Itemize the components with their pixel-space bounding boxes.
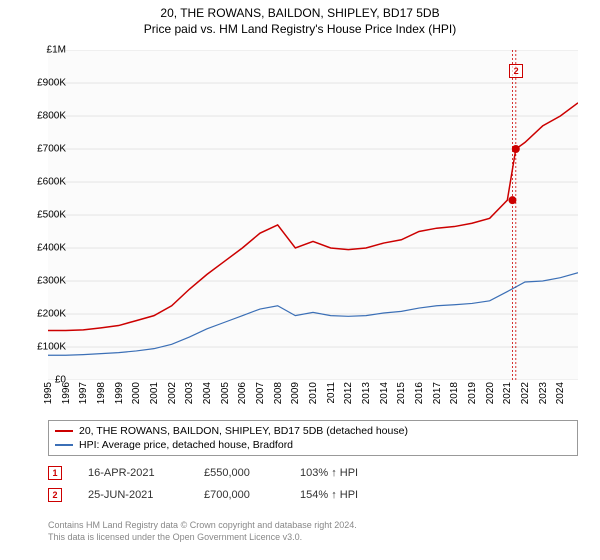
x-tick-label: 2022 bbox=[520, 382, 531, 404]
chart-title-block: 20, THE ROWANS, BAILDON, SHIPLEY, BD17 5… bbox=[0, 0, 600, 36]
sale-marker-dot bbox=[512, 145, 520, 153]
x-tick-label: 2021 bbox=[502, 382, 513, 404]
x-tick-label: 2024 bbox=[555, 382, 566, 404]
x-tick-label: 2001 bbox=[149, 382, 160, 404]
legend-label: HPI: Average price, detached house, Brad… bbox=[79, 439, 293, 451]
y-tick-label: £300K bbox=[37, 276, 66, 287]
sale-date: 16-APR-2021 bbox=[88, 467, 178, 479]
price-chart bbox=[48, 50, 578, 380]
footer-attribution: Contains HM Land Registry data © Crown c… bbox=[48, 520, 357, 543]
x-tick-label: 2014 bbox=[379, 382, 390, 404]
sale-marker-box: 2 bbox=[48, 488, 62, 502]
legend-item: 20, THE ROWANS, BAILDON, SHIPLEY, BD17 5… bbox=[55, 424, 571, 438]
x-tick-label: 1996 bbox=[61, 382, 72, 404]
x-tick-label: 2012 bbox=[343, 382, 354, 404]
y-tick-label: £1M bbox=[47, 45, 66, 56]
x-tick-label: 1999 bbox=[114, 382, 125, 404]
y-tick-label: £200K bbox=[37, 309, 66, 320]
y-tick-label: £900K bbox=[37, 78, 66, 89]
sale-price: £700,000 bbox=[204, 489, 274, 501]
x-tick-label: 2011 bbox=[326, 382, 337, 404]
x-tick-label: 2007 bbox=[255, 382, 266, 404]
x-tick-label: 2004 bbox=[202, 382, 213, 404]
legend-item: HPI: Average price, detached house, Brad… bbox=[55, 438, 571, 452]
footer-line1: Contains HM Land Registry data © Crown c… bbox=[48, 520, 357, 532]
x-tick-label: 2023 bbox=[538, 382, 549, 404]
footer-line2: This data is licensed under the Open Gov… bbox=[48, 532, 357, 544]
sale-marker-dot bbox=[508, 196, 516, 204]
sale-price: £550,000 bbox=[204, 467, 274, 479]
x-tick-label: 2006 bbox=[237, 382, 248, 404]
x-tick-label: 2003 bbox=[184, 382, 195, 404]
x-tick-label: 1997 bbox=[78, 382, 89, 404]
x-tick-label: 1995 bbox=[43, 382, 54, 404]
x-tick-label: 2008 bbox=[273, 382, 284, 404]
x-tick-label: 2015 bbox=[396, 382, 407, 404]
title-address: 20, THE ROWANS, BAILDON, SHIPLEY, BD17 5… bbox=[0, 6, 600, 20]
x-tick-label: 2010 bbox=[308, 382, 319, 404]
sale-row: 2 25-JUN-2021 £700,000 154% ↑ HPI bbox=[48, 484, 380, 506]
x-tick-label: 1998 bbox=[96, 382, 107, 404]
y-tick-label: £400K bbox=[37, 243, 66, 254]
sale-pct: 154% ↑ HPI bbox=[300, 489, 380, 501]
sale-marker-box: 1 bbox=[48, 466, 62, 480]
callout-2: 2 bbox=[509, 64, 523, 78]
title-subtitle: Price paid vs. HM Land Registry's House … bbox=[0, 22, 600, 36]
y-tick-label: £700K bbox=[37, 144, 66, 155]
sales-table: 1 16-APR-2021 £550,000 103% ↑ HPI 2 25-JUN-20… bbox=[48, 462, 380, 506]
sale-date: 25-JUN-2021 bbox=[88, 489, 178, 501]
x-tick-label: 2018 bbox=[449, 382, 460, 404]
x-tick-label: 2017 bbox=[432, 382, 443, 404]
sale-row: 1 16-APR-2021 £550,000 103% ↑ HPI bbox=[48, 462, 380, 484]
x-tick-label: 2013 bbox=[361, 382, 372, 404]
legend-swatch bbox=[55, 444, 73, 446]
legend-swatch bbox=[55, 430, 73, 432]
x-tick-label: 2016 bbox=[414, 382, 425, 404]
y-tick-label: £800K bbox=[37, 111, 66, 122]
x-tick-label: 2009 bbox=[290, 382, 301, 404]
x-tick-label: 2020 bbox=[485, 382, 496, 404]
x-tick-label: 2002 bbox=[167, 382, 178, 404]
legend: 20, THE ROWANS, BAILDON, SHIPLEY, BD17 5… bbox=[48, 420, 578, 456]
y-tick-label: £100K bbox=[37, 342, 66, 353]
y-tick-label: £500K bbox=[37, 210, 66, 221]
sale-pct: 103% ↑ HPI bbox=[300, 467, 380, 479]
legend-label: 20, THE ROWANS, BAILDON, SHIPLEY, BD17 5… bbox=[79, 425, 408, 437]
x-tick-label: 2005 bbox=[220, 382, 231, 404]
x-tick-label: 2019 bbox=[467, 382, 478, 404]
y-tick-label: £600K bbox=[37, 177, 66, 188]
x-tick-label: 2000 bbox=[131, 382, 142, 404]
